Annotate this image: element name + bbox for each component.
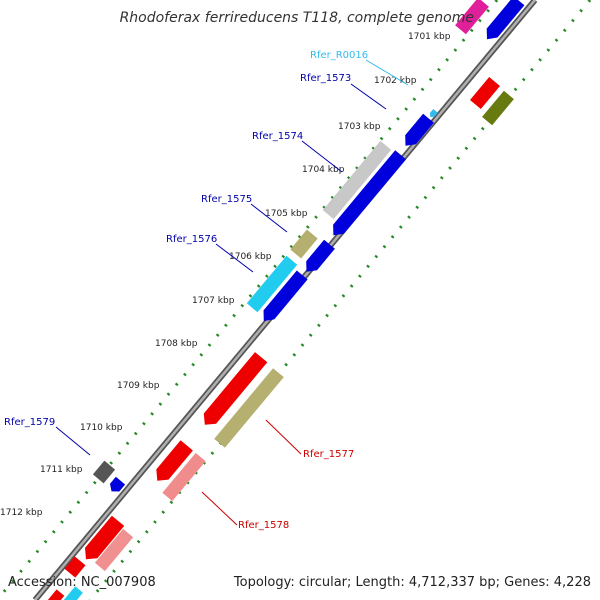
gene-block-cyan [63, 586, 83, 600]
gene-block-blue [486, 0, 525, 40]
tick-dot-line-2 [88, 0, 592, 600]
gene-block-darkgray [92, 460, 116, 484]
callout-leader-line [215, 243, 254, 273]
tick-label: 1710 kbp [80, 423, 123, 433]
gene-block-cyan-small [429, 109, 438, 118]
gene-label-rfer-1576: Rfer_1576 [166, 234, 217, 245]
gene-block-red [47, 589, 65, 600]
tick-dot-line-1 [0, 0, 499, 599]
gene-block-blue [263, 270, 308, 321]
gene-block-gray [322, 140, 392, 220]
gene-block-red [470, 77, 500, 109]
gene-block-red [156, 440, 193, 481]
tick-labels: 1701 kbp 1702 kbp 1703 kbp 1704 kbp 1705 kbp… [0, 32, 451, 518]
tick-label: 1707 kbp [192, 296, 235, 306]
gene-block-red [64, 556, 86, 578]
gene-label-rfer-1579: Rfer_1579 [4, 417, 55, 428]
callout-leader-line [265, 419, 302, 455]
tick-label: 1703 kbp [338, 122, 381, 132]
gene-block-red [85, 515, 125, 560]
tick-label: 1712 kbp [0, 508, 43, 518]
gene-label-rfer-1573: Rfer_1573 [300, 73, 351, 84]
gene-label-rfer-1577: Rfer_1577 [303, 449, 354, 460]
callout-leader-line [365, 59, 409, 86]
gene-callouts: Rfer_R0016 Rfer_1573 Rfer_1574 Rfer_1575 Rfe… [4, 50, 409, 531]
callout-leader-line [301, 140, 343, 173]
diagram-title: Rhodoferax ferrireducens T118, complete … [119, 10, 474, 26]
accession-text: Accession: NC_007908 [8, 575, 156, 590]
gene-block-red [203, 352, 268, 425]
gene-block-blue [333, 150, 406, 236]
gene-label-rfer-r0016: Rfer_R0016 [310, 50, 368, 61]
gene-features [47, 0, 525, 600]
tick-label: 1705 kbp [265, 209, 308, 219]
tick-label: 1708 kbp [155, 339, 198, 349]
callout-leader-line [350, 83, 387, 110]
gene-block-pink [94, 528, 134, 572]
tick-label: 1702 kbp [374, 76, 417, 86]
gene-block-magenta [455, 0, 489, 35]
gene-label-rfer-1575: Rfer_1575 [201, 194, 252, 205]
tick-label: 1701 kbp [408, 32, 451, 42]
gene-block-olive [482, 90, 514, 126]
gene-block-blue [405, 113, 434, 146]
tick-label: 1709 kbp [117, 381, 160, 391]
callout-leader-line [250, 203, 288, 233]
callout-leader-line [55, 426, 91, 456]
callout-leader-line [201, 491, 238, 526]
gene-block-khaki [290, 229, 318, 259]
gene-block-cyan [246, 255, 298, 313]
tick-label: 1704 kbp [302, 165, 345, 175]
gene-block-blue [110, 476, 126, 492]
gene-block-pink [162, 452, 206, 502]
gene-block-khaki [214, 368, 284, 448]
gene-block-blue [306, 239, 335, 272]
genome-summary-text: Topology: circular; Length: 4,712,337 bp… [233, 575, 591, 590]
tick-label: 1711 kbp [40, 465, 83, 475]
gene-label-rfer-1578: Rfer_1578 [238, 520, 289, 531]
tick-label: 1706 kbp [229, 252, 272, 262]
gene-label-rfer-1574: Rfer_1574 [252, 131, 303, 142]
